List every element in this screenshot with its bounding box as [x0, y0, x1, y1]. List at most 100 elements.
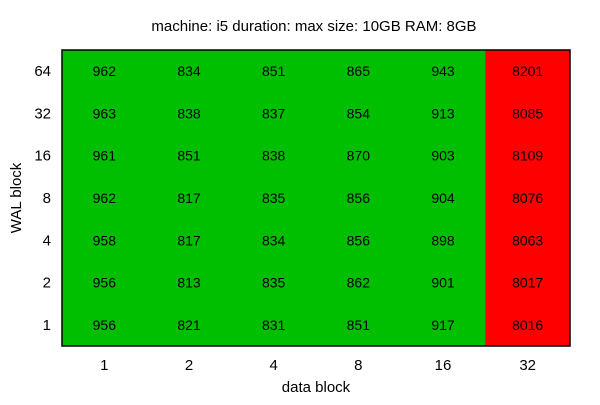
cell-value-label: 862 [347, 275, 371, 291]
cell-value-label: 838 [262, 148, 286, 164]
y-tick-label: 32 [34, 105, 51, 122]
x-tick-label: 2 [185, 357, 193, 374]
y-tick-label: 8 [43, 190, 51, 207]
cell-value-label: 834 [177, 63, 201, 79]
heatmap-cell [146, 303, 232, 347]
cell-value-label: 8017 [512, 275, 543, 291]
cell-value-label: 817 [177, 190, 201, 206]
cell-value-label: 838 [177, 105, 201, 121]
cell-value-label: 913 [431, 105, 455, 121]
y-tick-label: 4 [43, 232, 51, 249]
plot-frame [61, 49, 571, 347]
cell-value-label: 854 [347, 105, 371, 121]
heatmap-cell [400, 134, 486, 178]
y-axis-ticks: 64 32 16 8 4 2 1 [34, 63, 51, 334]
cell-value-label: 8109 [512, 148, 543, 164]
heatmap-cell [146, 50, 232, 93]
cell-value-label: 962 [93, 63, 117, 79]
heatmap-cell [231, 219, 317, 262]
cell-value-label: 904 [431, 190, 455, 206]
cell-value-label: 8016 [512, 317, 543, 333]
cell-value-label: 8201 [512, 63, 543, 79]
cell-value-label: 898 [431, 232, 455, 248]
cell-value-label: 943 [431, 63, 455, 79]
heatmap-cell [146, 261, 232, 305]
cell-value-label: 856 [347, 190, 371, 206]
heatmap-cell [231, 303, 317, 347]
heatmap-cell [62, 134, 148, 178]
heatmap-cell [485, 219, 571, 262]
heatmap-cell [316, 50, 402, 93]
cell-value-label: 813 [177, 275, 201, 291]
x-tick-label: 32 [519, 357, 536, 374]
cell-value-label: 817 [177, 232, 201, 248]
heatmap-cell [316, 134, 402, 178]
heatmap-cell [146, 176, 232, 220]
cell-value-label: 834 [262, 232, 286, 248]
heatmap-cell [231, 176, 317, 220]
x-tick-label: 4 [269, 357, 277, 374]
heatmap-cell [62, 92, 148, 136]
cell-value-label: 821 [177, 317, 201, 333]
heatmap-cell [485, 261, 571, 305]
heatmap-cell [400, 303, 486, 347]
heatmap-cell [485, 92, 571, 136]
heatmap-cell [485, 303, 571, 347]
cell-value-label: 837 [262, 105, 286, 121]
heatmap-cells [62, 50, 571, 347]
cell-value-label: 956 [93, 275, 117, 291]
cell-value-label: 956 [93, 317, 117, 333]
cell-value-label: 865 [347, 63, 371, 79]
cell-value-label: 856 [347, 232, 371, 248]
cell-value-label: 8085 [512, 105, 543, 121]
cell-value-label: 8076 [512, 190, 543, 206]
cell-value-label: 961 [93, 148, 117, 164]
cell-value-label: 870 [347, 148, 371, 164]
y-tick-label: 64 [34, 63, 51, 80]
x-axis-ticks: 1 2 4 8 16 32 [100, 357, 536, 374]
heatmap-cell [316, 303, 402, 347]
cell-value-label: 851 [347, 317, 371, 333]
heatmap-cell [146, 92, 232, 136]
cell-value-label: 831 [262, 317, 286, 333]
heatmap-cell [231, 92, 317, 136]
cell-value-label: 917 [431, 317, 455, 333]
heatmap-cell [400, 261, 486, 305]
y-tick-label: 16 [34, 148, 51, 165]
heatmap-cell [316, 261, 402, 305]
x-tick-label: 1 [100, 357, 108, 374]
heatmap-cell [485, 134, 571, 178]
cell-value-label: 958 [93, 232, 117, 248]
heatmap-cell [231, 261, 317, 305]
cell-value-label: 963 [93, 105, 117, 121]
heatmap-cell [146, 219, 232, 262]
heatmap-values: 962 834 851 865 943 8201 963 838 837 854 913 8085 96… [93, 63, 544, 333]
heatmap-cell [62, 50, 148, 93]
heatmap-cell [62, 176, 148, 220]
heatmap-cell [62, 303, 148, 347]
cell-value-label: 8063 [512, 232, 543, 248]
heatmap-cell [62, 261, 148, 305]
cell-value-label: 901 [431, 275, 455, 291]
heatmap-cell [400, 50, 486, 93]
y-tick-label: 1 [43, 317, 51, 334]
y-axis-label: WAL block [8, 162, 25, 233]
heatmap-cell [62, 219, 148, 262]
chart-title: machine: i5 duration: max size: 10GB RAM… [151, 18, 476, 35]
heatmap-cell [316, 176, 402, 220]
heatmap-cell [485, 50, 571, 93]
heatmap-cell [485, 176, 571, 220]
heatmap-cell [231, 134, 317, 178]
heatmap-cell [146, 134, 232, 178]
y-tick-label: 2 [43, 275, 51, 292]
cell-value-label: 962 [93, 190, 117, 206]
cell-value-label: 835 [262, 190, 286, 206]
heatmap-cell [316, 92, 402, 136]
heatmap-cell [400, 92, 486, 136]
heatmap-cell [400, 219, 486, 262]
heatmap-cell [231, 50, 317, 93]
x-tick-label: 8 [354, 357, 362, 374]
x-axis-label: data block [282, 379, 351, 396]
